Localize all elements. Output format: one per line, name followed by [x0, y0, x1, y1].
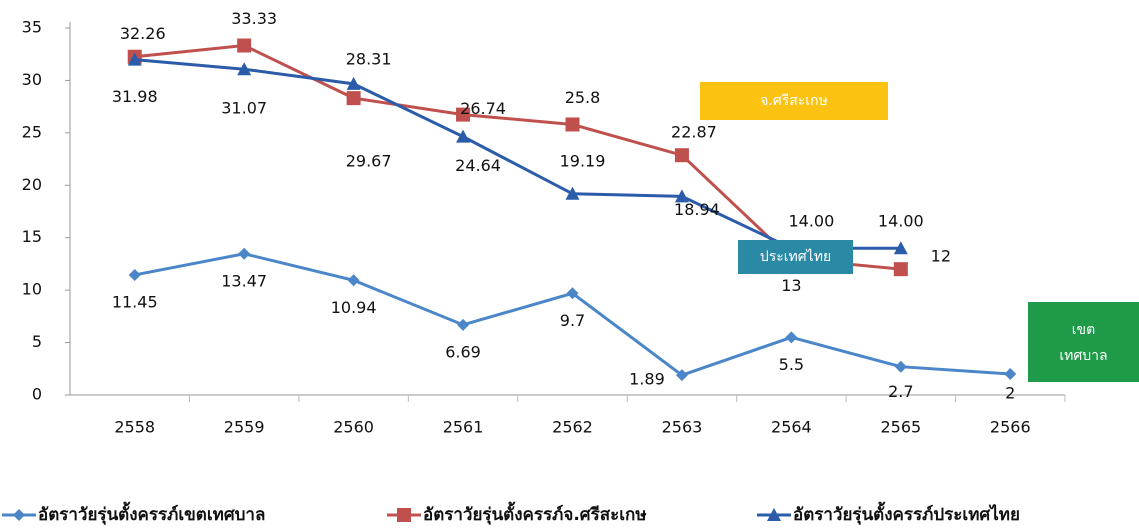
- marker: [893, 262, 908, 277]
- marker: [238, 247, 251, 260]
- marker: [456, 107, 471, 122]
- y-tick-label: 20: [22, 175, 42, 194]
- marker: [565, 186, 580, 200]
- y-tick-label: 35: [22, 18, 42, 37]
- marker: [674, 189, 689, 203]
- data-label: 11.45: [112, 292, 158, 311]
- x-tick-label: 2564: [771, 418, 812, 437]
- x-tick-label: 2566: [990, 418, 1031, 437]
- y-tick-label: 25: [22, 122, 42, 141]
- marker: [894, 360, 907, 373]
- marker: [566, 287, 579, 300]
- x-tick-label: 2558: [114, 418, 155, 437]
- data-label: 29.67: [346, 151, 392, 170]
- y-tick-label: 10: [22, 280, 42, 299]
- data-label: 12: [931, 247, 951, 266]
- data-label: 18.94: [674, 200, 720, 219]
- data-label: 14.00: [878, 212, 924, 231]
- marker: [237, 62, 252, 76]
- marker: [397, 508, 411, 522]
- x-tick-label: 2562: [552, 418, 593, 437]
- marker: [565, 117, 580, 132]
- data-label: 1.89: [629, 370, 665, 389]
- marker: [893, 241, 908, 255]
- marker: [1004, 368, 1017, 381]
- data-label: 2.7: [888, 382, 913, 401]
- marker: [346, 91, 361, 106]
- data-label: 9.7: [560, 311, 585, 330]
- series: [127, 52, 908, 255]
- data-label: 24.64: [455, 156, 501, 175]
- data-label: 13.47: [221, 271, 267, 290]
- marker: [346, 76, 361, 90]
- legend-label: อัตราวัยรุ่นตั้งครรภ์ประเทศไทย: [793, 501, 1020, 525]
- legend-label: อัตราวัยรุ่นตั้งครรภ์เขตเทศบาล: [38, 501, 265, 525]
- marker: [674, 148, 689, 163]
- line: [134, 58, 901, 250]
- marker: [785, 331, 798, 344]
- data-label: 26.74: [460, 99, 506, 118]
- data-label: 14.00: [788, 212, 834, 231]
- marker: [456, 129, 471, 143]
- data-label: 25.8: [565, 88, 601, 107]
- annotation-box: [1028, 302, 1139, 382]
- y-tick-label: 15: [22, 227, 42, 246]
- x-tick-label: 2559: [224, 418, 265, 437]
- marker: [347, 274, 360, 287]
- y-tick-label: 30: [22, 70, 42, 89]
- data-label: 31.07: [221, 99, 267, 118]
- marker: [13, 509, 25, 521]
- marker: [457, 318, 470, 331]
- marker: [128, 268, 141, 281]
- data-label: 19.19: [560, 151, 606, 170]
- data-label: 6.69: [445, 342, 481, 361]
- marker: [127, 52, 142, 66]
- y-tick-label: 5: [32, 332, 42, 351]
- data-label: 28.31: [346, 50, 392, 69]
- marker: [675, 369, 688, 382]
- x-tick-label: 2563: [662, 418, 703, 437]
- x-tick-label: 2560: [333, 418, 374, 437]
- annotation-text: ประเทศไทย: [760, 248, 831, 265]
- annotation-text: จ.ศรีสะเกษ: [760, 93, 828, 109]
- annotation-box: [738, 240, 853, 274]
- data-label: 2: [1005, 384, 1015, 403]
- data-label: 13: [781, 276, 801, 295]
- data-label: 33.33: [231, 9, 277, 28]
- annotation-box: [700, 82, 888, 120]
- y-tick-label: 0: [32, 385, 42, 404]
- data-label: 10.94: [331, 298, 377, 317]
- data-label: 5.5: [779, 355, 804, 374]
- data-label: 32.26: [120, 24, 166, 43]
- marker: [767, 508, 781, 521]
- marker: [237, 38, 252, 53]
- series: [128, 247, 1017, 382]
- line: [134, 43, 901, 271]
- legend-label: อัตราวัยรุ่นตั้งครรภ์จ.ศรีสะเกษ: [423, 501, 647, 525]
- data-label: 31.98: [112, 87, 158, 106]
- data-label: 22.87: [671, 123, 717, 142]
- annotation-text: เขตเทศบาล: [1059, 322, 1107, 364]
- x-tick-label: 2565: [880, 418, 921, 437]
- x-tick-label: 2561: [443, 418, 484, 437]
